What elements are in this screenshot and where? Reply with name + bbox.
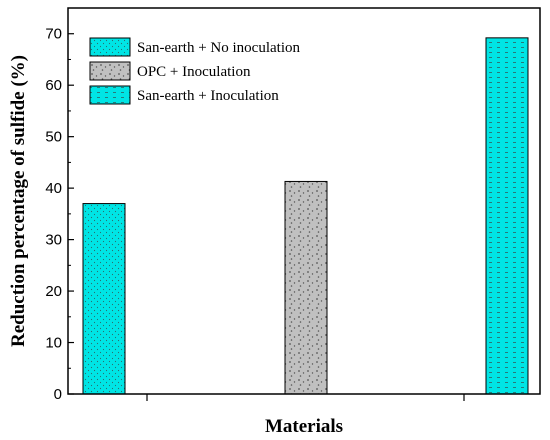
legend: San-earth + No inoculation OPC + Inoculat…	[89, 37, 301, 105]
legend-swatch-3	[89, 85, 131, 105]
bar-3	[485, 37, 529, 395]
y-tick-label: 70	[45, 26, 62, 43]
y-tick-label: 20	[45, 283, 62, 300]
bars	[82, 37, 529, 395]
legend-label-3: San-earth + Inoculation	[137, 88, 279, 104]
bar-2	[284, 180, 328, 395]
y-tick-label: 40	[45, 180, 62, 197]
legend-swatch-2	[89, 61, 131, 81]
y-tick-label: 10	[45, 335, 62, 352]
legend-label-2: OPC + Inoculation	[137, 64, 251, 80]
legend-swatch-1	[89, 37, 131, 57]
x-axis-title: Materials	[265, 416, 343, 437]
y-tick-label: 0	[54, 386, 62, 403]
y-tick-label: 50	[45, 129, 62, 146]
y-axis-title: Reduction percentage of sulfide (%)	[8, 55, 29, 347]
bar-1	[82, 203, 126, 395]
legend-label-1: San-earth + No inoculation	[137, 40, 301, 56]
y-tick-label: 60	[45, 77, 62, 94]
plot-frame	[67, 7, 541, 395]
axes: 0 10 20 30 40 50 60 70	[45, 26, 465, 403]
y-tick-label: 30	[45, 232, 62, 249]
